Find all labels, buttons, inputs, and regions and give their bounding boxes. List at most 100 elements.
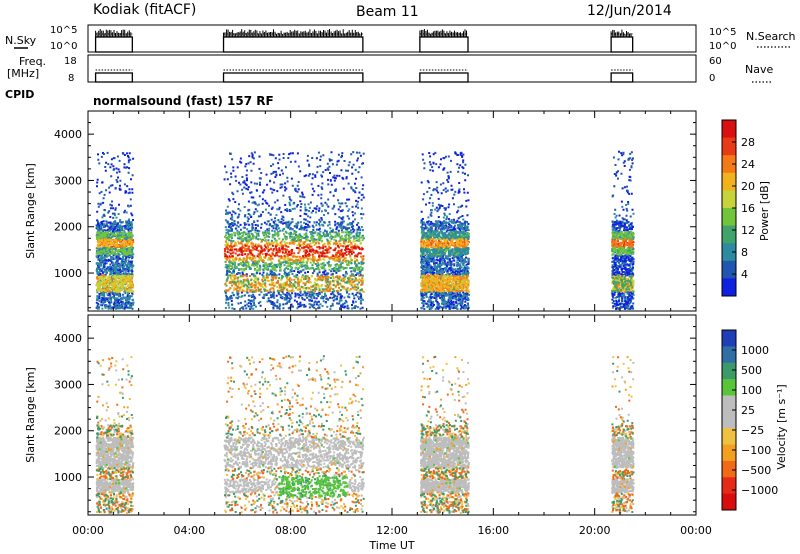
power-cells-1 [224, 220, 365, 310]
noise-spikes-3 [610, 29, 632, 37]
power-cells-1 [224, 230, 365, 272]
velocity-cells-2 [419, 424, 470, 514]
power-cells-1 [223, 244, 365, 258]
power-panel-frame [87, 110, 697, 312]
noise-left-tick-top: 10^5 [50, 25, 77, 36]
velocity-colorbar-tick-label-2: 100 [741, 384, 762, 397]
velocity-far-cells-3 [612, 356, 633, 422]
velocity-colorbar-label: Velocity [m s⁻¹] [775, 384, 788, 469]
velocity-ytick-label-0: 1000 [54, 471, 82, 484]
freq-tick-bottom: 8 [68, 73, 74, 84]
velocity-colorbar-segment-0 [722, 330, 736, 347]
noise-spikes-0 [95, 29, 132, 37]
velocity-colorbar-segment-1 [722, 346, 736, 364]
power-ytick-label-0: 1000 [54, 267, 82, 280]
power-ytick-label-2: 3000 [54, 174, 82, 187]
velocity-colorbar: 1000 500 100 25 −25 −100 −500 −1000 [721, 329, 778, 511]
velocity-cells-3 [611, 425, 635, 513]
x-axis-label: Time UT [368, 539, 414, 552]
power-colorbar-tick-label-0: 28 [741, 136, 755, 149]
velocity-far-cells-1 [226, 355, 355, 425]
freq-label-line1: Freq. [19, 55, 46, 68]
velocity-scatter [95, 355, 635, 515]
noise-strip-frame [87, 24, 697, 53]
power-colorbar-segment-6 [722, 225, 736, 244]
velocity-colorbar-segment-6 [722, 428, 736, 446]
cpid-text: normalsound (fast) 157 RF [93, 94, 274, 108]
velocity-far-cells-0 [96, 356, 133, 425]
velocity-colorbar-tick-label-1: 500 [741, 364, 762, 377]
noise-block-2 [419, 36, 469, 53]
x-tick-label-0: 00:00 [72, 524, 104, 537]
noise-left-tick-bottom: 10^0 [50, 41, 77, 52]
nave-tick-bottom: 0 [709, 73, 715, 84]
power-colorbar-segment-0 [722, 120, 736, 139]
power-colorbar-segment-2 [722, 155, 736, 174]
power-cells-3 [611, 238, 634, 293]
date-title: 12/Jun/2014 [587, 3, 672, 19]
velocity-cells-1 [227, 436, 362, 498]
velocity-cells-2 [420, 424, 470, 514]
velocity-far-cells-2 [420, 355, 467, 426]
station-title: Kodiak (fitACF) [93, 2, 196, 18]
velocity-colorbar-tick-label-7: −1000 [741, 484, 778, 497]
power-cells-0 [95, 220, 135, 310]
noise-block-0 [94, 36, 133, 53]
power-panel: 1000 2000 3000 4000 Slant Range [km] [24, 110, 697, 312]
power-far-cells-3 [613, 150, 634, 222]
velocity-colorbar-tick-label-3: 25 [741, 404, 755, 417]
beam-title: Beam 11 [356, 4, 419, 20]
x-tick-label-2: 08:00 [275, 524, 307, 537]
velocity-cells-0 [95, 424, 134, 514]
noise-spikes-1 [223, 29, 362, 37]
power-cells-3 [611, 230, 635, 293]
velocity-ytick-label-2: 3000 [54, 378, 82, 391]
x-tick-label-3: 12:00 [376, 524, 408, 537]
velocity-panel: 1000 2000 3000 4000 Slant Range [km] [24, 314, 697, 516]
power-far-cells-3 [613, 203, 635, 219]
frequency-trace [94, 69, 634, 83]
power-cells-0 [95, 220, 135, 310]
power-colorbar-segment-3 [722, 172, 736, 191]
velocity-panel-frame [87, 314, 697, 516]
freq-block-1 [222, 72, 364, 83]
velocity-colorbar-tick-label-4: −25 [741, 424, 764, 437]
power-colorbar-segment-1 [722, 137, 736, 156]
power-colorbar-tick-label-2: 20 [741, 180, 755, 193]
velocity-far-cells-2 [421, 356, 469, 425]
power-axes: 1000 2000 3000 4000 [54, 111, 697, 311]
power-cells-3 [611, 230, 635, 256]
nave-tick-top: 60 [709, 56, 722, 67]
power-cells-1 [224, 220, 363, 310]
power-cells-3 [611, 274, 635, 293]
velocity-colorbar-segment-2 [722, 362, 736, 380]
power-ylabel: Slant Range [km] [24, 163, 37, 259]
velocity-axes: 1000 2000 3000 4000 [54, 315, 697, 515]
nsky-label: N.Sky [5, 34, 37, 47]
velocity-ytick-label-3: 4000 [54, 332, 82, 345]
velocity-far-cells-1 [224, 356, 365, 426]
power-ytick-label-1: 2000 [54, 221, 82, 234]
frequency-strip: Freq. [MHz] 18 8 60 0 Nave [7, 54, 773, 84]
x-tick-labels: 00:00 04:00 08:00 12:00 16:00 20:00 00:00 [72, 524, 712, 537]
velocity-far-cells-1 [225, 355, 364, 424]
velocity-colorbar-tick-label-0: 1000 [741, 344, 769, 357]
velocity-colorbar-frame [721, 329, 737, 511]
power-colorbar-segment-5 [722, 208, 736, 227]
power-colorbar-segment-4 [722, 190, 736, 209]
velocity-colorbar-tick-label-6: −500 [741, 464, 771, 477]
freq-tick-top: 18 [64, 56, 77, 67]
power-cells-1 [224, 244, 364, 258]
power-far-cells-1 [225, 151, 365, 223]
noise-right-tick-top: 10^5 [709, 27, 736, 38]
x-tick-label-4: 16:00 [477, 524, 509, 537]
velocity-cells-0 [96, 424, 134, 514]
power-cells-1 [224, 240, 365, 293]
power-cells-0 [95, 274, 134, 293]
velocity-colorbar-segment-9 [722, 477, 736, 495]
velocity-cells-0 [95, 424, 135, 514]
nave-label: Nave [745, 63, 773, 76]
velocity-far-cells-3 [612, 361, 635, 420]
velocity-ytick-label-1: 2000 [54, 425, 82, 438]
power-colorbar-segment-7 [722, 243, 736, 262]
